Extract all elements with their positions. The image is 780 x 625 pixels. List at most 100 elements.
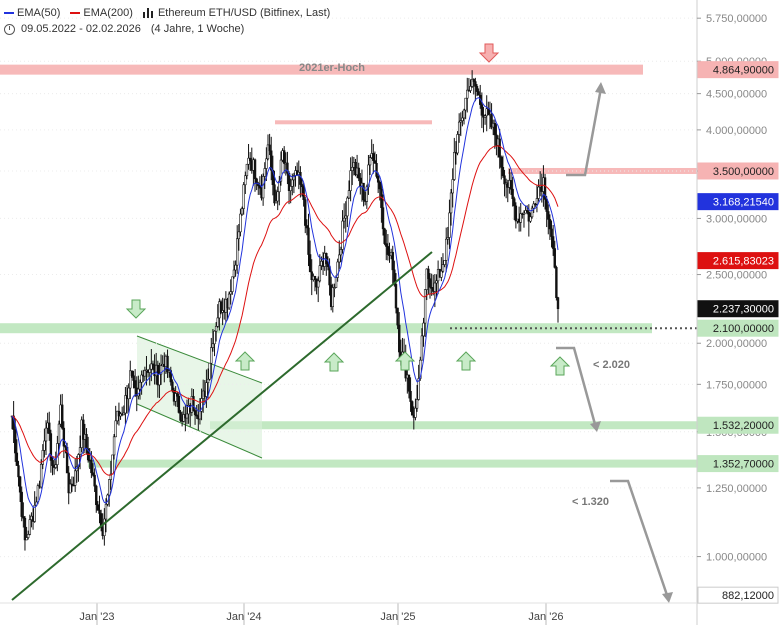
- legend-instrument[interactable]: Ethereum ETH/USD (Bitfinex, Last): [142, 5, 330, 21]
- candle-body: [229, 291, 232, 295]
- candle-body: [535, 198, 539, 205]
- up-arrow-1: [234, 351, 256, 371]
- channel-upper: [136, 335, 263, 384]
- candle-body: [132, 375, 135, 381]
- candle-body: [305, 225, 309, 229]
- candle-body: [461, 117, 464, 121]
- candle-body: [368, 157, 372, 166]
- candle-body: [140, 374, 143, 383]
- y-tick-label: 4.500,00000: [706, 89, 767, 101]
- ema50-line: [11, 97, 559, 509]
- candle-body: [245, 163, 249, 177]
- candle-body: [171, 381, 174, 391]
- y-tick-label: 5.750,00000: [706, 13, 767, 25]
- candle-body: [537, 186, 540, 199]
- candle-body: [111, 454, 114, 475]
- candle-body: [357, 167, 360, 179]
- candle-body: [15, 452, 19, 466]
- y-tick-label: 4.000,00000: [706, 125, 767, 137]
- candle-body: [331, 287, 334, 307]
- candle-body: [291, 179, 294, 187]
- candle-body: [195, 414, 198, 417]
- candle-body: [339, 249, 343, 256]
- price-label-box: [697, 61, 779, 79]
- candle-body: [372, 153, 375, 161]
- y-tick-label: 2.500,00000: [706, 270, 767, 282]
- arrowhead-down-2: [662, 592, 673, 603]
- candle-body: [318, 265, 322, 282]
- zone-1532: [210, 421, 697, 430]
- candle-body: [509, 180, 513, 190]
- candle-body: [474, 81, 477, 87]
- candle-body: [96, 504, 100, 511]
- candle-body: [534, 203, 537, 206]
- candle-body: [462, 109, 466, 119]
- candle-body: [347, 190, 351, 199]
- candle-body: [208, 362, 211, 380]
- candle-body: [103, 518, 106, 537]
- candle-body: [41, 450, 44, 465]
- candle-body: [446, 237, 450, 240]
- candle-body: [279, 159, 283, 182]
- candle-body: [57, 423, 61, 444]
- candle-body: [543, 177, 547, 200]
- candle-body: [73, 470, 77, 486]
- candle-body: [234, 264, 237, 271]
- candle-body: [61, 404, 64, 429]
- candle-body: [289, 186, 292, 191]
- legend-ema50[interactable]: EMA(50): [4, 5, 60, 21]
- price-label: 4.864,90000: [713, 65, 774, 77]
- candle-body: [51, 460, 54, 466]
- x-tick-label: Jan '24: [226, 611, 261, 623]
- ema200-swatch: [70, 12, 81, 14]
- candle-body: [193, 410, 197, 416]
- candle-body: [158, 373, 161, 386]
- price-label: 1.352,70000: [713, 459, 774, 471]
- down-arrow-red: [478, 43, 500, 63]
- candle-body: [490, 114, 493, 128]
- candle-body: [23, 517, 27, 541]
- candle-body: [548, 219, 552, 230]
- candle-body: [373, 160, 377, 164]
- candle-body: [553, 248, 556, 268]
- candle-body: [91, 472, 95, 476]
- candle-body: [286, 162, 289, 174]
- candle-body: [27, 534, 30, 538]
- down-arrow-green: [125, 299, 147, 319]
- candle-body: [475, 86, 479, 92]
- candle-body: [270, 150, 273, 171]
- candle-body: [176, 393, 179, 397]
- clock-icon: [4, 23, 15, 35]
- candle-body: [530, 207, 534, 218]
- candle-body: [143, 370, 147, 377]
- candle-body: [469, 86, 472, 91]
- candle-body: [112, 436, 116, 456]
- candle-body: [378, 181, 381, 190]
- arrow-up-ath: [566, 87, 603, 177]
- target-2020-label: < 2.020: [593, 359, 630, 371]
- candle-body: [313, 275, 317, 280]
- candle-body: [244, 175, 247, 186]
- candle-body: [415, 399, 419, 409]
- candle-body: [108, 479, 111, 496]
- price-label: 882,12000: [722, 590, 774, 602]
- candle-body: [440, 270, 443, 278]
- candle-body: [192, 396, 195, 411]
- ema200-label: EMA(200): [83, 7, 133, 19]
- candle-body: [210, 347, 213, 364]
- price-label: 3.500,00000: [713, 166, 774, 178]
- candle-body: [216, 317, 219, 327]
- x-tick-label: Jan '26: [528, 611, 563, 623]
- x-tick-label: Jan '25: [380, 611, 415, 623]
- candle-body: [232, 269, 236, 278]
- candle-body: [501, 167, 505, 177]
- legend-ema200[interactable]: EMA(200): [70, 5, 133, 21]
- candle-body: [307, 227, 310, 255]
- y-tick-label: 2.000,00000: [706, 338, 767, 350]
- candle-body: [211, 343, 215, 348]
- y-tick-label: 1.750,00000: [706, 379, 767, 391]
- candle-body: [464, 97, 467, 111]
- candle-body: [104, 503, 108, 520]
- candle-body: [333, 287, 336, 289]
- candle-body: [349, 170, 352, 191]
